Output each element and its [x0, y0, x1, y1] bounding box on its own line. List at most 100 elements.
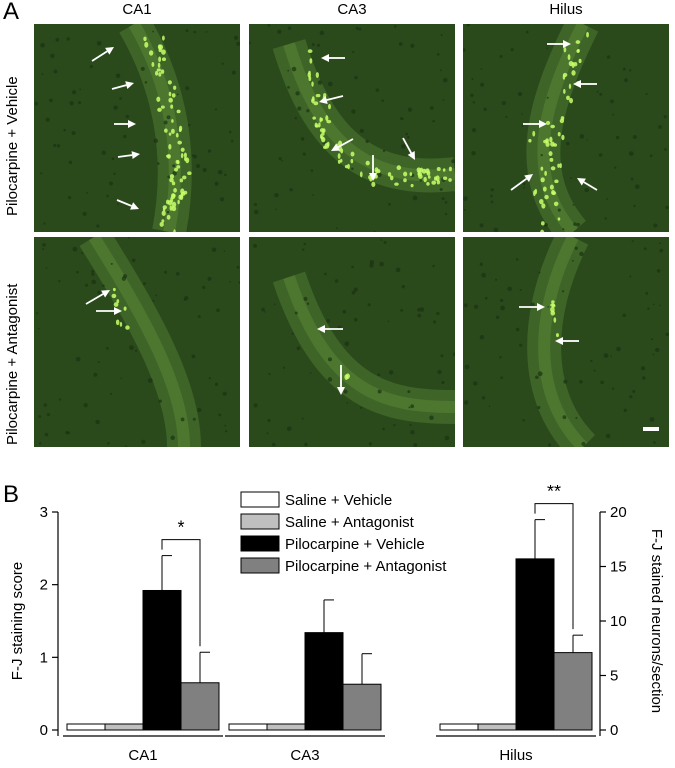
tissue-grain — [40, 42, 46, 48]
tissue-grain — [185, 29, 189, 32]
tissue-grain — [510, 48, 514, 52]
tissue-grain — [58, 398, 62, 401]
tissue-grain — [466, 24, 469, 27]
tissue-grain — [46, 412, 51, 417]
tissue-grain — [581, 441, 586, 446]
tissue-grain — [278, 157, 282, 161]
tissue-grain — [659, 248, 664, 253]
tissue-band-core — [537, 24, 589, 232]
stained-neuron — [161, 49, 166, 55]
stained-neuron — [562, 74, 566, 80]
tissue-grain — [310, 169, 314, 172]
tissue-grain — [377, 389, 382, 394]
tissue-grain — [97, 361, 100, 364]
tissue-grain — [188, 123, 191, 127]
tissue-grain — [43, 222, 46, 225]
arrowhead-icon — [577, 178, 586, 186]
stained-neuron — [403, 178, 407, 183]
tissue-grain — [81, 252, 84, 254]
tissue-grain — [134, 349, 138, 352]
tissue-grain — [301, 417, 304, 420]
significance-bracket — [534, 503, 574, 630]
tissue-grain — [37, 327, 40, 330]
tissue-grain — [664, 148, 667, 151]
tissue-grain — [409, 423, 412, 427]
arrowhead-icon — [321, 54, 329, 62]
stained-neuron — [173, 229, 176, 232]
stained-neuron — [339, 158, 343, 163]
tissue-grain — [417, 313, 422, 318]
tissue-grain — [653, 223, 658, 228]
legend-label: Saline + Antagonist — [285, 514, 415, 531]
tissue-grain — [317, 80, 323, 85]
tissue-grain — [576, 222, 580, 227]
tissue-grain — [42, 248, 45, 251]
tissue-grain — [388, 370, 394, 375]
arrow-icon — [91, 50, 108, 62]
stained-neuron — [173, 188, 177, 193]
tissue-grain — [610, 99, 614, 104]
stained-neuron — [156, 96, 161, 102]
tissue-grain — [570, 177, 572, 179]
tissue-grain — [343, 389, 348, 394]
stained-neuron — [315, 72, 319, 78]
tissue-grain — [419, 179, 423, 182]
stained-neuron — [182, 175, 187, 180]
tissue-grain — [412, 195, 418, 201]
tissue-grain — [645, 93, 648, 96]
tissue-grain — [359, 128, 364, 133]
tissue-grain — [214, 181, 219, 186]
tissue-grain — [388, 202, 391, 206]
tissue-grain — [499, 356, 502, 359]
tissue-grain — [234, 35, 239, 40]
stained-neuron — [160, 69, 165, 74]
tissue-grain — [406, 135, 410, 139]
tissue-grain — [195, 163, 201, 169]
tissue-grain — [647, 307, 650, 310]
tissue-grain — [282, 366, 285, 369]
tissue-grain — [410, 404, 415, 409]
bar-chart: 0 1 2 3 F-J staining score 0 5 10 15 20 F-J staine… — [9, 485, 665, 764]
tissue-grain — [202, 285, 206, 290]
tissue-grain — [377, 373, 381, 377]
stained-neuron — [540, 177, 545, 183]
tissue-grain — [375, 88, 380, 92]
stained-neuron — [563, 89, 566, 94]
tissue-grain — [444, 212, 448, 216]
tissue-grain — [120, 377, 122, 380]
tissue-grain — [229, 280, 231, 283]
bar — [104, 723, 144, 731]
tissue-grain — [494, 278, 498, 281]
tissue-grain — [297, 106, 302, 111]
tissue-grain — [303, 242, 307, 246]
column-header-ca3: CA3 — [337, 1, 367, 18]
stained-neuron — [326, 120, 332, 124]
tissue-grain — [484, 296, 488, 300]
tissue-grain — [129, 345, 134, 351]
tissue-grain — [642, 376, 646, 380]
stained-neuron — [125, 325, 130, 330]
stained-neuron — [435, 175, 440, 182]
tissue-band — [526, 24, 599, 232]
tissue-grain — [640, 366, 646, 371]
significance-bracket — [161, 539, 201, 647]
tissue-grain — [480, 82, 485, 87]
tissue-grain — [490, 200, 494, 204]
tissue-grain — [649, 417, 655, 422]
left-axis-tick-label: 1 — [40, 649, 48, 666]
tissue-grain — [147, 378, 153, 383]
tissue-grain — [71, 131, 76, 136]
tissue-grain — [540, 153, 543, 157]
tissue-grain — [291, 66, 297, 72]
stained-neuron — [170, 104, 174, 109]
stained-neuron — [350, 151, 355, 157]
tissue-grain — [217, 169, 223, 175]
stained-neuron — [169, 174, 175, 179]
tissue-grain — [575, 416, 578, 419]
tissue-grain — [452, 352, 455, 357]
stained-neuron — [575, 40, 581, 44]
significance-label: ** — [547, 485, 561, 502]
tissue-grain — [191, 354, 196, 359]
stained-neuron — [559, 163, 562, 169]
stained-neuron — [148, 50, 154, 56]
